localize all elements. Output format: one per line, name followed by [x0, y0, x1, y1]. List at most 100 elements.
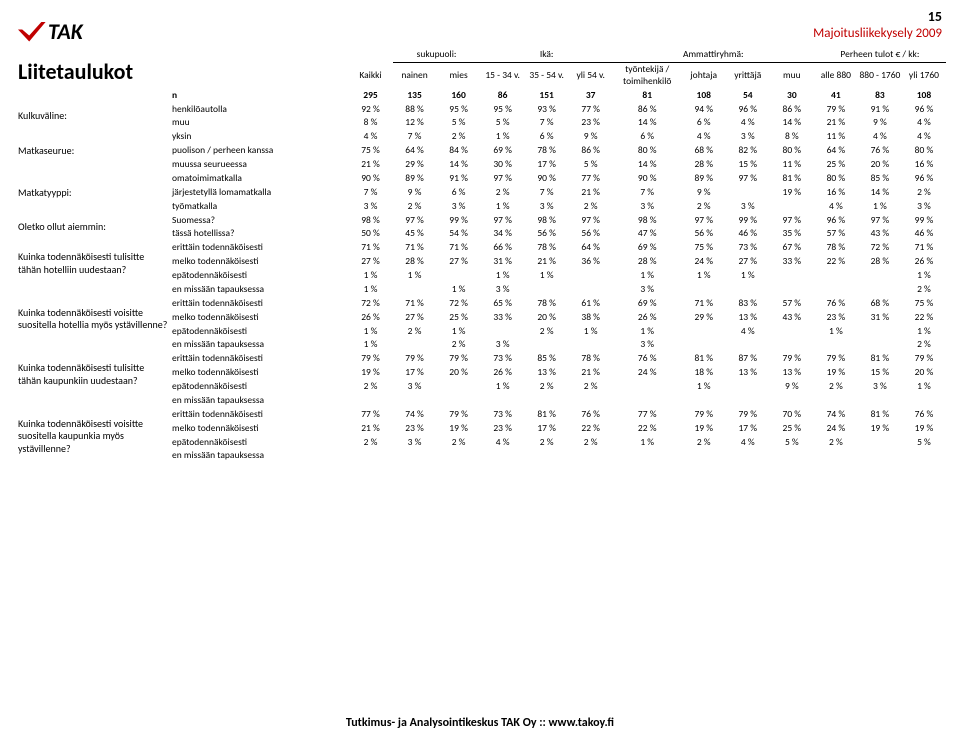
data-cell	[525, 338, 569, 352]
question-label: Oletko ollut aiemmin:	[18, 221, 168, 234]
data-cell: 24 %	[814, 422, 858, 436]
data-cell: 27 %	[393, 311, 437, 325]
data-cell	[902, 449, 946, 463]
data-cell: 43 %	[770, 311, 814, 325]
footer: Tutkimus- ja Analysointikeskus TAK Oy ::…	[0, 716, 960, 730]
data-cell: 73 %	[481, 408, 525, 422]
data-cell	[814, 449, 858, 463]
row-label: erittäin todennäköisesti	[170, 352, 349, 366]
data-cell: 2 %	[569, 436, 613, 450]
table-row: työmatkalla3 %2 %3 %1 %3 %2 %3 %2 %3 %4 …	[170, 200, 946, 214]
data-cell	[770, 449, 814, 463]
data-cell: 97 %	[393, 214, 437, 228]
data-cell: 21 %	[569, 186, 613, 200]
data-cell	[437, 269, 481, 283]
row-label: erittäin todennäköisesti	[170, 241, 349, 255]
data-cell	[682, 325, 726, 339]
footer-link[interactable]: www.takoy.fi	[549, 716, 615, 730]
data-cell: 3 %	[393, 380, 437, 394]
data-cell: 86 %	[569, 144, 613, 158]
data-cell: 5 %	[569, 158, 613, 172]
data-cell: 2 %	[814, 380, 858, 394]
data-cell: 2 %	[569, 380, 613, 394]
data-cell: 4 %	[902, 116, 946, 130]
row-label: epätodennäköisesti	[170, 380, 349, 394]
column-header: yli 54 v.	[569, 62, 613, 88]
data-cell	[814, 269, 858, 283]
data-cell: 17 %	[525, 422, 569, 436]
data-cell: 69 %	[613, 297, 682, 311]
data-cell: 75 %	[349, 144, 393, 158]
row-label: epätodennäköisesti	[170, 325, 349, 339]
data-cell: 99 %	[902, 214, 946, 228]
data-cell: 81 %	[770, 172, 814, 186]
data-cell	[569, 394, 613, 408]
data-cell	[770, 394, 814, 408]
data-cell: 92 %	[349, 103, 393, 117]
data-cell: 295	[349, 89, 393, 103]
data-cell: 67 %	[770, 241, 814, 255]
table-row: muussa seurueessa21 %29 %14 %30 %17 %5 %…	[170, 158, 946, 172]
table-row: melko todennäköisesti26 %27 %25 %33 %20 …	[170, 311, 946, 325]
column-header: yli 1760	[902, 62, 946, 88]
data-cell: 19 %	[437, 422, 481, 436]
data-cell: 14 %	[613, 158, 682, 172]
data-cell: 13 %	[525, 366, 569, 380]
data-cell: 1 %	[569, 325, 613, 339]
data-cell: 15 %	[858, 366, 902, 380]
data-cell: 38 %	[569, 311, 613, 325]
data-cell: 4 %	[481, 436, 525, 450]
data-cell	[525, 449, 569, 463]
data-cell: 90 %	[525, 172, 569, 186]
data-cell: 2 %	[682, 200, 726, 214]
data-cell: 76 %	[858, 144, 902, 158]
data-cell: 79 %	[349, 352, 393, 366]
data-cell: 1 %	[902, 325, 946, 339]
row-label: yksin	[170, 130, 349, 144]
data-cell: 45 %	[393, 227, 437, 241]
data-cell: 54	[726, 89, 770, 103]
data-cell: 28 %	[393, 255, 437, 269]
data-cell: 96 %	[726, 103, 770, 117]
data-cell: 77 %	[569, 103, 613, 117]
data-cell	[770, 269, 814, 283]
data-cell: 47 %	[613, 227, 682, 241]
question-label: Kuinka todennäköisesti voisitte suositel…	[18, 418, 168, 456]
data-cell: 87 %	[726, 352, 770, 366]
data-cell: 89 %	[682, 172, 726, 186]
data-cell: 76 %	[569, 408, 613, 422]
data-cell: 25 %	[437, 311, 481, 325]
data-cell: 19 %	[349, 366, 393, 380]
data-cell: 22 %	[814, 255, 858, 269]
table-row: henkilöautolla92 %88 %95 %95 %93 %77 %86…	[170, 103, 946, 117]
data-cell: 68 %	[858, 297, 902, 311]
data-cell	[858, 269, 902, 283]
data-cell: 57 %	[770, 297, 814, 311]
question-label: Matkatyyppi:	[18, 187, 168, 200]
data-cell: 4 %	[682, 130, 726, 144]
question-label: Kuinka todennäköisesti tulisitte tähän k…	[18, 362, 168, 387]
column-header: työntekijä / toimihenkilö	[613, 62, 682, 88]
data-cell: 79 %	[682, 408, 726, 422]
data-cell: 57 %	[814, 227, 858, 241]
data-cell: 3 %	[726, 200, 770, 214]
data-cell: 3 %	[613, 200, 682, 214]
row-label: muussa seurueessa	[170, 158, 349, 172]
data-cell: 22 %	[569, 422, 613, 436]
row-label: melko todennäköisesti	[170, 366, 349, 380]
table-row: melko todennäköisesti27 %28 %27 %31 %21 …	[170, 255, 946, 269]
data-cell: 135	[393, 89, 437, 103]
data-cell: 76 %	[814, 297, 858, 311]
data-cell: 94 %	[682, 103, 726, 117]
data-cell: 1 %	[902, 269, 946, 283]
data-cell: 34 %	[481, 227, 525, 241]
data-cell: 18 %	[682, 366, 726, 380]
data-cell: 85 %	[858, 172, 902, 186]
data-cell: 14 %	[770, 116, 814, 130]
table-row: järjestetyllä lomamatkalla7 %9 %6 %2 %7 …	[170, 186, 946, 200]
row-label: työmatkalla	[170, 200, 349, 214]
column-header: 880 - 1760	[858, 62, 902, 88]
data-cell	[726, 338, 770, 352]
data-cell	[858, 394, 902, 408]
row-label: epätodennäköisesti	[170, 436, 349, 450]
